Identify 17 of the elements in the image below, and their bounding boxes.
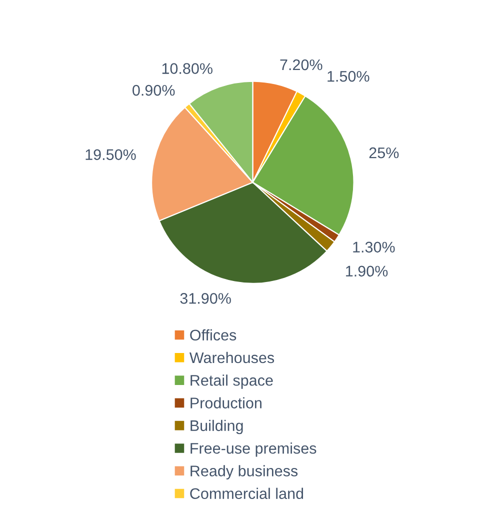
data-label: 10.80% bbox=[162, 63, 212, 74]
data-label: 31.90% bbox=[180, 293, 231, 304]
data-label: 7.20% bbox=[280, 59, 322, 70]
data-label: 1.90% bbox=[346, 266, 388, 277]
legend-label: Offices bbox=[190, 329, 236, 341]
data-label: 0.90% bbox=[132, 84, 175, 96]
legend-label: Retail space bbox=[190, 374, 273, 389]
legend-label: Free-use premises bbox=[190, 442, 316, 457]
data-label: 1.50% bbox=[328, 70, 370, 82]
data-label: 19.50% bbox=[86, 149, 136, 160]
legend-label: Ready business bbox=[190, 465, 298, 480]
data-label: 25% bbox=[369, 147, 399, 158]
data-label: 1.30% bbox=[353, 242, 395, 253]
legend-label: Production bbox=[190, 397, 262, 408]
legend-label: Building bbox=[190, 420, 243, 434]
legend-label: Commercial land bbox=[190, 488, 304, 500]
legend-label: Warehouses bbox=[189, 352, 274, 364]
